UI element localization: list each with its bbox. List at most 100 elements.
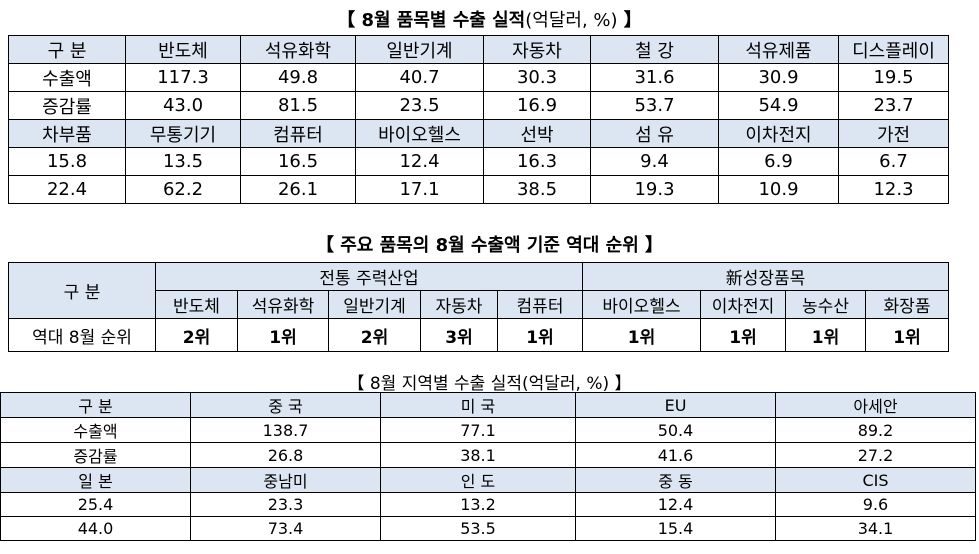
cell: 반도체 [155, 290, 238, 319]
cell: 중 국 [190, 392, 381, 418]
cell: 25.4 [0, 492, 191, 517]
data-row: 증감률 43.0 81.5 23.5 16.9 53.7 54.9 23.7 [8, 91, 949, 120]
cell: 53.7 [590, 91, 719, 120]
cell: 1위 [237, 318, 329, 352]
cell: 117.3 [125, 63, 241, 92]
cell: 무통기기 [125, 119, 241, 148]
cell: EU [575, 392, 776, 418]
cell: 석유제품 [718, 35, 839, 64]
title-part: (억달러, %) [525, 10, 618, 31]
cell: 일반기계 [355, 35, 484, 64]
cell: 23.7 [838, 91, 949, 120]
cell: 62.2 [125, 175, 241, 204]
cell: 반도체 [125, 35, 241, 64]
header-row: 구 분 전통 주력산업 新성장품목 [8, 262, 950, 319]
cell: 30.3 [483, 63, 591, 92]
cell: 40.7 [355, 63, 484, 92]
cell: 자동차 [483, 35, 591, 64]
cell: 이차전지 [700, 290, 787, 319]
cell: 26.1 [240, 175, 356, 204]
cell: 구 분 [0, 392, 191, 418]
cell: 44.0 [0, 516, 191, 541]
cell: 27.2 [775, 442, 976, 468]
cell: 31.6 [590, 63, 719, 92]
cell: 아세안 [775, 392, 976, 418]
cell: 바이오헬스 [582, 290, 702, 319]
cell: 30.9 [718, 63, 839, 92]
cell: 증감률 [8, 91, 126, 120]
cell: 수출액 [0, 417, 191, 443]
title-part: 【 8월 품목별 수출 실적 [337, 10, 526, 31]
cell: 23.3 [190, 492, 381, 517]
cell: 농수산 [785, 290, 867, 319]
cell: 일반기계 [328, 290, 421, 319]
cell: 19.3 [590, 175, 719, 204]
cell: 23.5 [355, 91, 484, 120]
cell: 2위 [155, 318, 238, 352]
cell: 12.3 [838, 175, 949, 204]
cell: 철 강 [590, 35, 719, 64]
data-row: 15.8 13.5 16.5 12.4 16.3 9.4 6.9 6.7 [8, 147, 949, 176]
cell: 3위 [420, 318, 498, 352]
cell: 15.8 [8, 147, 126, 176]
cell: 수출액 [8, 63, 126, 92]
cell: 17.1 [355, 175, 484, 204]
table1-title: 【 8월 품목별 수출 실적(억달러, %) 】 [0, 6, 979, 32]
cell: 54.9 [718, 91, 839, 120]
cell: 1위 [496, 318, 584, 352]
cell: 중남미 [190, 467, 381, 493]
cell: 19.5 [838, 63, 949, 92]
cell: 9.6 [775, 492, 976, 517]
cell: 12.4 [575, 492, 776, 517]
cell: 역대 8월 순위 [8, 318, 156, 352]
cell: 49.8 [240, 63, 356, 92]
data-row: 수출액 117.3 49.8 40.7 30.3 31.6 30.9 19.5 [8, 63, 949, 92]
cell: 인 도 [380, 467, 576, 493]
cell: 바이오헬스 [355, 119, 484, 148]
cell: 석유화학 [237, 290, 329, 319]
cell: 15.4 [575, 516, 776, 541]
cell: 43.0 [125, 91, 241, 120]
cell: 일 본 [0, 467, 191, 493]
cell: 중 동 [575, 467, 776, 493]
data-row: 수출액 138.7 77.1 50.4 89.2 [0, 417, 976, 443]
cell: 138.7 [190, 417, 381, 443]
cell: 新성장품목 [582, 262, 950, 291]
title-part: 】 [617, 10, 642, 31]
cell: 전통 주력산업 [154, 262, 584, 291]
cell: 자동차 [420, 290, 498, 319]
table2-title: 【 주요 품목의 8월 수출액 기준 역대 순위 】 [315, 235, 664, 256]
cell: 화장품 [865, 290, 950, 319]
data-row: 역대 8월 순위 2위 1위 2위 3위 1위 1위 1위 1위 1위 [8, 318, 950, 352]
cell: 26.8 [190, 442, 381, 468]
cell: 13.2 [380, 492, 576, 517]
cell: 16.5 [240, 147, 356, 176]
header-row: 구 분 반도체 석유화학 일반기계 자동차 철 강 석유제품 디스플레이 [8, 35, 949, 64]
data-row: 44.0 73.4 53.5 15.4 34.1 [0, 516, 976, 541]
header-row: 반도체 석유화학 일반기계 자동차 컴퓨터 바이오헬스 이차전지 농수산 화장품 [9, 290, 950, 319]
cell: 선박 [483, 119, 591, 148]
cell: 50.4 [575, 417, 776, 443]
cell: 구 분 [8, 262, 156, 319]
cell: 가전 [838, 119, 949, 148]
cell: 38.5 [483, 175, 591, 204]
cell: 22.4 [8, 175, 126, 204]
cell: 디스플레이 [838, 35, 949, 64]
cell: 34.1 [775, 516, 976, 541]
cell: 53.5 [380, 516, 576, 541]
cell: 석유화학 [240, 35, 356, 64]
cell: 81.5 [240, 91, 356, 120]
cell: 73.4 [190, 516, 381, 541]
cell: 1위 [700, 318, 787, 352]
cell: 2위 [328, 318, 421, 352]
cell: 이차전지 [718, 119, 839, 148]
cell: CIS [775, 467, 976, 493]
header-row: 차부품 무통기기 컴퓨터 바이오헬스 선박 섬 유 이차전지 가전 [8, 119, 949, 148]
cell: 41.6 [575, 442, 776, 468]
cell: 차부품 [8, 119, 126, 148]
cell: 16.9 [483, 91, 591, 120]
